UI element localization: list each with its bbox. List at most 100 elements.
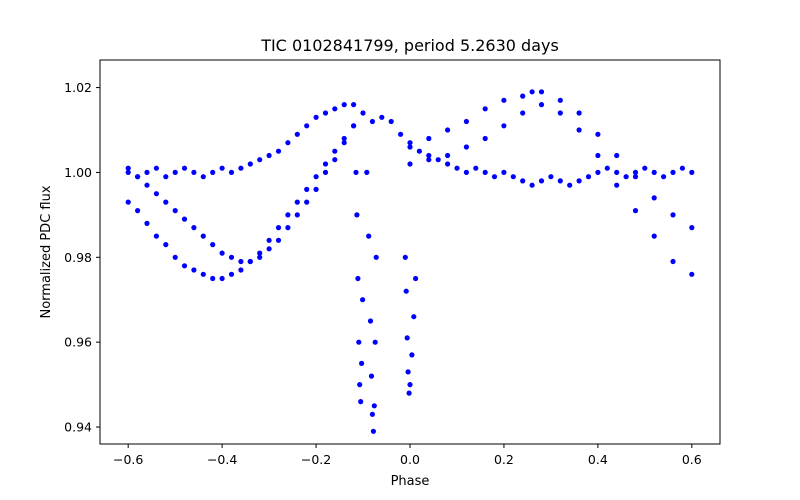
data-point-s2-4 [163,199,169,205]
data-point-s2-23 [341,140,347,146]
data-point-s2-16 [275,237,282,243]
x-tick-label: 0.6 [682,452,702,467]
data-point-s1-8 [200,271,206,277]
data-point-s2-7 [191,225,197,231]
data-point-s6-7 [372,339,378,345]
y-tick-label: 1.00 [64,165,92,180]
data-point-s4-0 [407,161,413,167]
data-point-s0-23 [341,102,347,108]
data-point-s1-22 [332,148,338,154]
data-point-s0-20 [313,114,319,120]
data-point-s6-1 [366,233,372,239]
data-point-s0-8 [200,174,206,180]
data-point-s0-6 [181,165,188,171]
x-tick-label: −0.2 [301,452,331,467]
data-point-s3-1 [426,135,432,142]
data-point-s7-3 [405,369,411,375]
data-point-s1-14 [257,250,263,256]
data-point-s1-2 [144,220,150,226]
data-point-s6-5 [370,428,376,434]
data-points [125,89,695,434]
data-point-s6-6 [371,403,377,409]
data-point-s1-4 [163,242,169,248]
data-point-s0-51 [604,165,610,171]
data-point-s1-7 [191,267,197,273]
data-point-s0-0 [125,169,131,175]
data-point-s0-13 [247,161,253,167]
data-point-s0-44 [538,178,545,184]
y-axis-label: Normalized PDC flux [39,185,54,318]
data-point-s5-2 [355,275,361,282]
data-point-s5-7 [360,297,366,303]
data-point-s3-2 [445,127,451,133]
data-point-s0-52 [614,169,620,175]
data-point-s0-46 [557,178,563,184]
x-axis: −0.6 −0.4 −0.2 0.0 0.2 0.4 0.6 [113,444,702,467]
data-point-s0-24 [351,102,357,108]
data-point-s4-1 [426,157,432,163]
data-point-s1-5 [172,254,178,260]
y-tick-label: 0.96 [64,335,92,350]
data-point-s7-2 [404,335,410,341]
data-point-s7-0 [402,254,408,260]
data-point-s0-27 [379,114,385,120]
data-point-s5-5 [358,399,364,405]
data-point-s2-10 [219,250,225,256]
data-point-s4-7 [538,102,545,108]
data-point-s0-47 [567,182,573,188]
data-point-s0-40 [501,169,507,175]
data-point-s2-17 [285,225,291,231]
data-point-s1-19 [304,186,310,192]
data-point-s6-0 [364,169,370,175]
data-point-s2-13 [247,258,253,265]
data-point-s0-35 [454,165,460,171]
data-point-s0-33 [435,157,441,163]
data-point-s0-57 [661,174,667,180]
data-point-s0-42 [520,178,526,184]
data-point-s0-16 [275,148,282,154]
data-point-s1-0 [125,199,131,205]
data-point-s0-34 [445,161,451,167]
data-point-s2-24 [351,123,357,129]
data-point-s7-7 [411,314,417,320]
data-point-s4-4 [482,135,488,142]
data-point-s3-11 [595,131,601,137]
data-point-s5-3 [356,339,362,345]
data-point-s6-2 [367,318,374,324]
data-point-s2-14 [257,254,263,260]
data-point-s0-11 [228,169,235,175]
data-point-s0-19 [304,123,310,129]
data-point-s0-55 [642,165,648,171]
data-point-s6-3 [368,373,375,379]
data-point-s3-10 [576,110,582,116]
data-point-s4-3 [463,144,469,150]
data-point-s0-4 [163,174,169,180]
data-point-s0-18 [294,131,300,137]
data-point-s0-41 [510,174,516,180]
data-point-s0-7 [191,169,197,175]
x-tick-label: 0.2 [494,452,514,467]
x-tick-label: −0.6 [113,452,143,467]
data-point-s1-11 [228,271,235,277]
data-point-s0-9 [210,169,216,175]
data-point-s2-0 [125,165,131,171]
data-point-s2-6 [181,216,188,222]
data-point-s3-0 [407,144,413,150]
data-point-s0-39 [491,174,498,180]
data-point-s4-10 [595,152,601,159]
data-point-s2-15 [266,246,272,252]
data-point-s2-5 [172,208,178,214]
data-point-s2-12 [238,258,244,265]
data-point-s7-6 [409,352,415,358]
data-point-s0-14 [257,157,263,163]
data-point-s0-5 [172,169,178,175]
data-point-s4-8 [557,110,563,116]
x-tick-label: 0.0 [400,452,420,467]
data-point-s4-15 [689,271,695,277]
data-point-s3-3 [463,118,469,125]
y-tick-label: 0.94 [64,420,92,435]
data-point-s0-31 [416,148,422,154]
data-point-s5-4 [357,382,363,388]
data-point-s1-20 [313,174,319,180]
